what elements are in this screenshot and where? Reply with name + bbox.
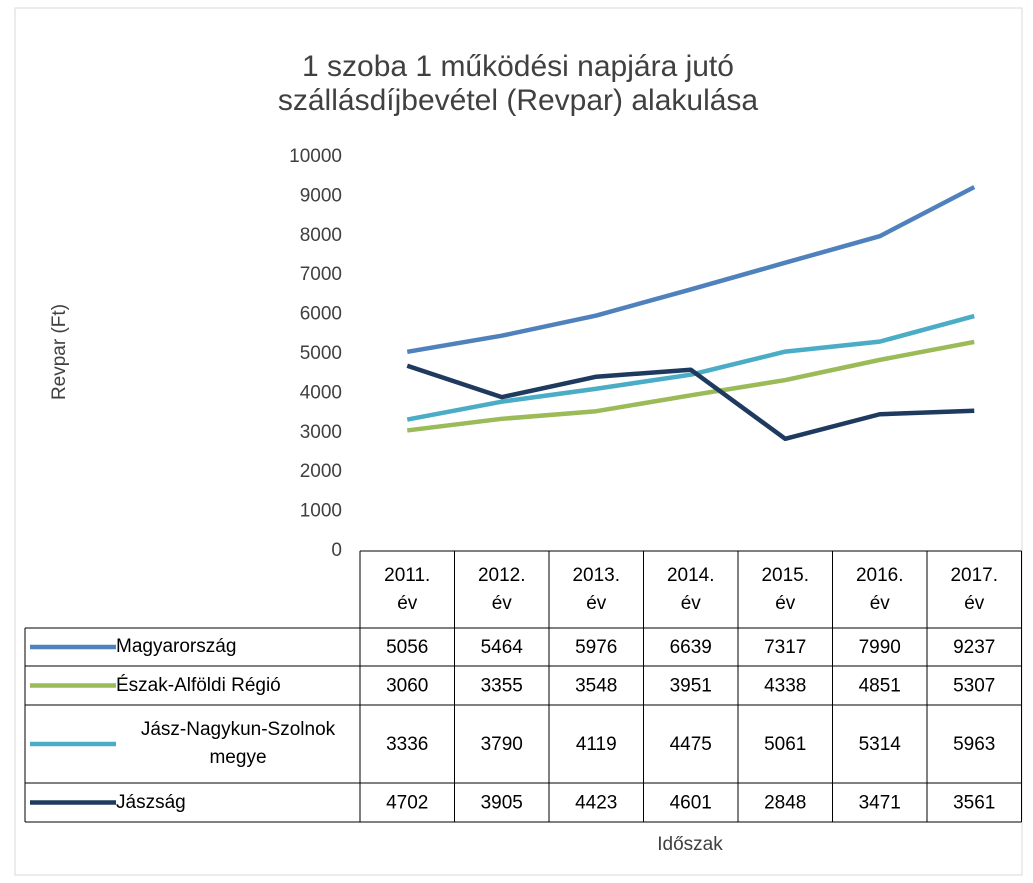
y-tick-label: 0: [331, 540, 342, 561]
x-tick-label: 2014. év: [666, 564, 715, 614]
x-tick-label-box: 2013. év: [549, 551, 644, 628]
table-value: 4601: [670, 793, 712, 814]
x-tick-label-cell: 2012. év: [455, 551, 550, 628]
x-tick-label: 2013. év: [572, 564, 621, 614]
legend-label-box: Észak-Alföldi Régió: [116, 666, 360, 705]
y-tick-label: 7000: [300, 264, 342, 285]
x-tick-label-cell: 2017. év: [927, 551, 1022, 628]
table-value: 4423: [575, 793, 617, 814]
y-tick-label: 10000: [289, 146, 342, 167]
table-value: 9237: [953, 637, 995, 658]
table-value: 3790: [481, 734, 523, 755]
legend-label-box: Jász-Nagykun-Szolnok megye: [116, 705, 360, 783]
table-value: 5307: [953, 676, 995, 697]
table-value: 5056: [386, 637, 428, 658]
x-tick-label-box: 2015. év: [738, 551, 833, 628]
legend-label-cell: Magyarország: [116, 628, 360, 666]
y-tick-label: 1000: [300, 501, 342, 522]
x-tick-label-cell: 2016. év: [833, 551, 928, 628]
x-tick-label-box: 2012. év: [455, 551, 550, 628]
table-value: 4338: [764, 676, 806, 697]
legend-label: Jász-Nagykun-Szolnok megye: [140, 719, 336, 768]
legend-label: Magyarország: [116, 636, 237, 657]
table-value: 4119: [576, 734, 617, 755]
y-tick-label: 3000: [300, 422, 342, 443]
table-value: 3471: [859, 793, 901, 814]
table-value: 4475: [670, 734, 712, 755]
y-tick-label: 4000: [300, 382, 342, 403]
x-tick-label: 2017. év: [950, 564, 999, 614]
table-value: 5464: [481, 637, 524, 658]
table-value: 4851: [859, 676, 901, 697]
table-value: 7317: [764, 637, 806, 658]
table-value: 5976: [575, 637, 617, 658]
x-tick-label: 2012. év: [477, 564, 526, 614]
y-tick-label: 6000: [300, 304, 342, 325]
table-value: 5061: [764, 734, 806, 755]
y-tick-label: 2000: [300, 461, 342, 482]
table-value: 3951: [670, 676, 712, 697]
y-axis-title: Revpar (Ft): [49, 304, 70, 400]
x-tick-label: 2015. év: [761, 564, 810, 614]
y-tick-label: 9000: [300, 185, 342, 206]
table-value: 5314: [859, 734, 902, 755]
table-value: 3561: [953, 793, 995, 814]
title-box: 1 szoba 1 működési napjára jutó szállásd…: [277, 50, 759, 117]
legend-label: Észak-Alföldi Régió: [116, 674, 281, 696]
table-value: 3355: [481, 676, 523, 697]
legend-label-box: Magyarország: [116, 628, 360, 666]
chart-title: 1 szoba 1 működési napjára jutó szállásd…: [277, 50, 759, 117]
legend-label-cell: Jász-Nagykun-Szolnok megye: [116, 705, 360, 783]
legend-label-cell: Észak-Alföldi Régió: [116, 666, 360, 705]
table-value: 2848: [764, 793, 806, 814]
x-tick-label: 2016. év: [855, 564, 904, 614]
table-value: 5963: [953, 734, 995, 755]
x-tick-label-cell: 2015. év: [738, 551, 833, 628]
table-value: 3336: [386, 734, 428, 755]
table-value: 6639: [670, 637, 712, 658]
series-line: [406, 185, 976, 355]
series-line: [406, 363, 975, 442]
x-tick-label-box: 2017. év: [927, 551, 1022, 628]
x-tick-label-cell: 2013. év: [549, 551, 644, 628]
x-tick-label-box: 2016. év: [833, 551, 928, 628]
legend-label: Jászság: [116, 791, 186, 813]
table-value: 4702: [386, 793, 428, 814]
table-value: 7990: [859, 637, 901, 658]
series-line: [406, 313, 975, 422]
x-tick-label-cell: 2014. év: [644, 551, 739, 628]
x-tick-label-box: 2011. év: [360, 551, 455, 628]
legend-label-cell: Jászság: [116, 783, 360, 822]
legend-label-box: Jászság: [116, 783, 360, 822]
x-axis-title: Időszak: [657, 834, 723, 855]
x-tick-label: 2011. év: [384, 564, 431, 614]
series-line: [406, 339, 975, 433]
x-tick-label-cell: 2011. év: [360, 551, 455, 628]
y-tick-label: 5000: [300, 343, 342, 364]
y-tick-label: 8000: [300, 225, 342, 246]
x-tick-label-box: 2014. év: [644, 551, 739, 628]
chart-border: [14, 7, 1023, 876]
table-value: 3548: [575, 676, 617, 697]
table-value: 3905: [481, 793, 523, 814]
table-value: 3060: [386, 676, 428, 697]
